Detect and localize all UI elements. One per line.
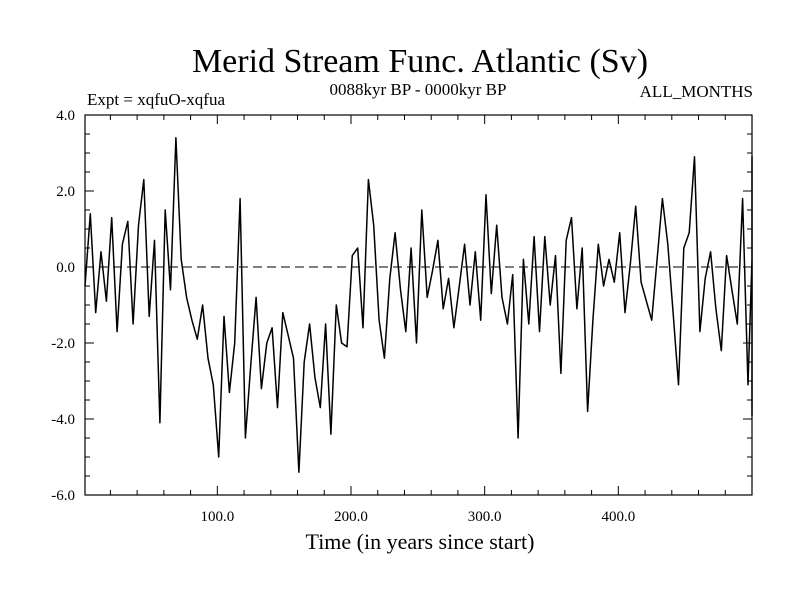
chart-title: Merid Stream Func. Atlantic (Sv) — [192, 43, 648, 80]
x-tick-label: 200.0 — [334, 509, 368, 525]
y-tick-label: 4.0 — [56, 108, 75, 124]
experiment-label: Expt = xqfuO-xqfua — [87, 90, 225, 109]
y-tick-label: -2.0 — [51, 336, 75, 352]
x-tick-label: 300.0 — [468, 509, 502, 525]
y-axis: -6.0 -4.0 -2.0 0.0 2.0 4.0 — [51, 108, 752, 504]
x-axis-label: Time (in years since start) — [306, 529, 535, 554]
y-tick-label: 2.0 — [56, 184, 75, 200]
plot-area: -6.0 -4.0 -2.0 0.0 2.0 4.0 100.0 200.0 300.0 400… — [51, 108, 753, 525]
x-tick-label: 100.0 — [200, 509, 234, 525]
y-tick-label: -4.0 — [51, 412, 75, 428]
period-label: 0088kyr BP - 0000kyr BP — [330, 80, 507, 99]
series-line — [84, 137, 753, 473]
y-tick-label: 0.0 — [56, 260, 75, 276]
x-axis: 100.0 200.0 300.0 400.0 — [109, 115, 726, 525]
y-tick-label: -6.0 — [51, 488, 75, 504]
x-tick-label: 400.0 — [601, 509, 635, 525]
season-label: ALL_MONTHS — [640, 82, 753, 101]
